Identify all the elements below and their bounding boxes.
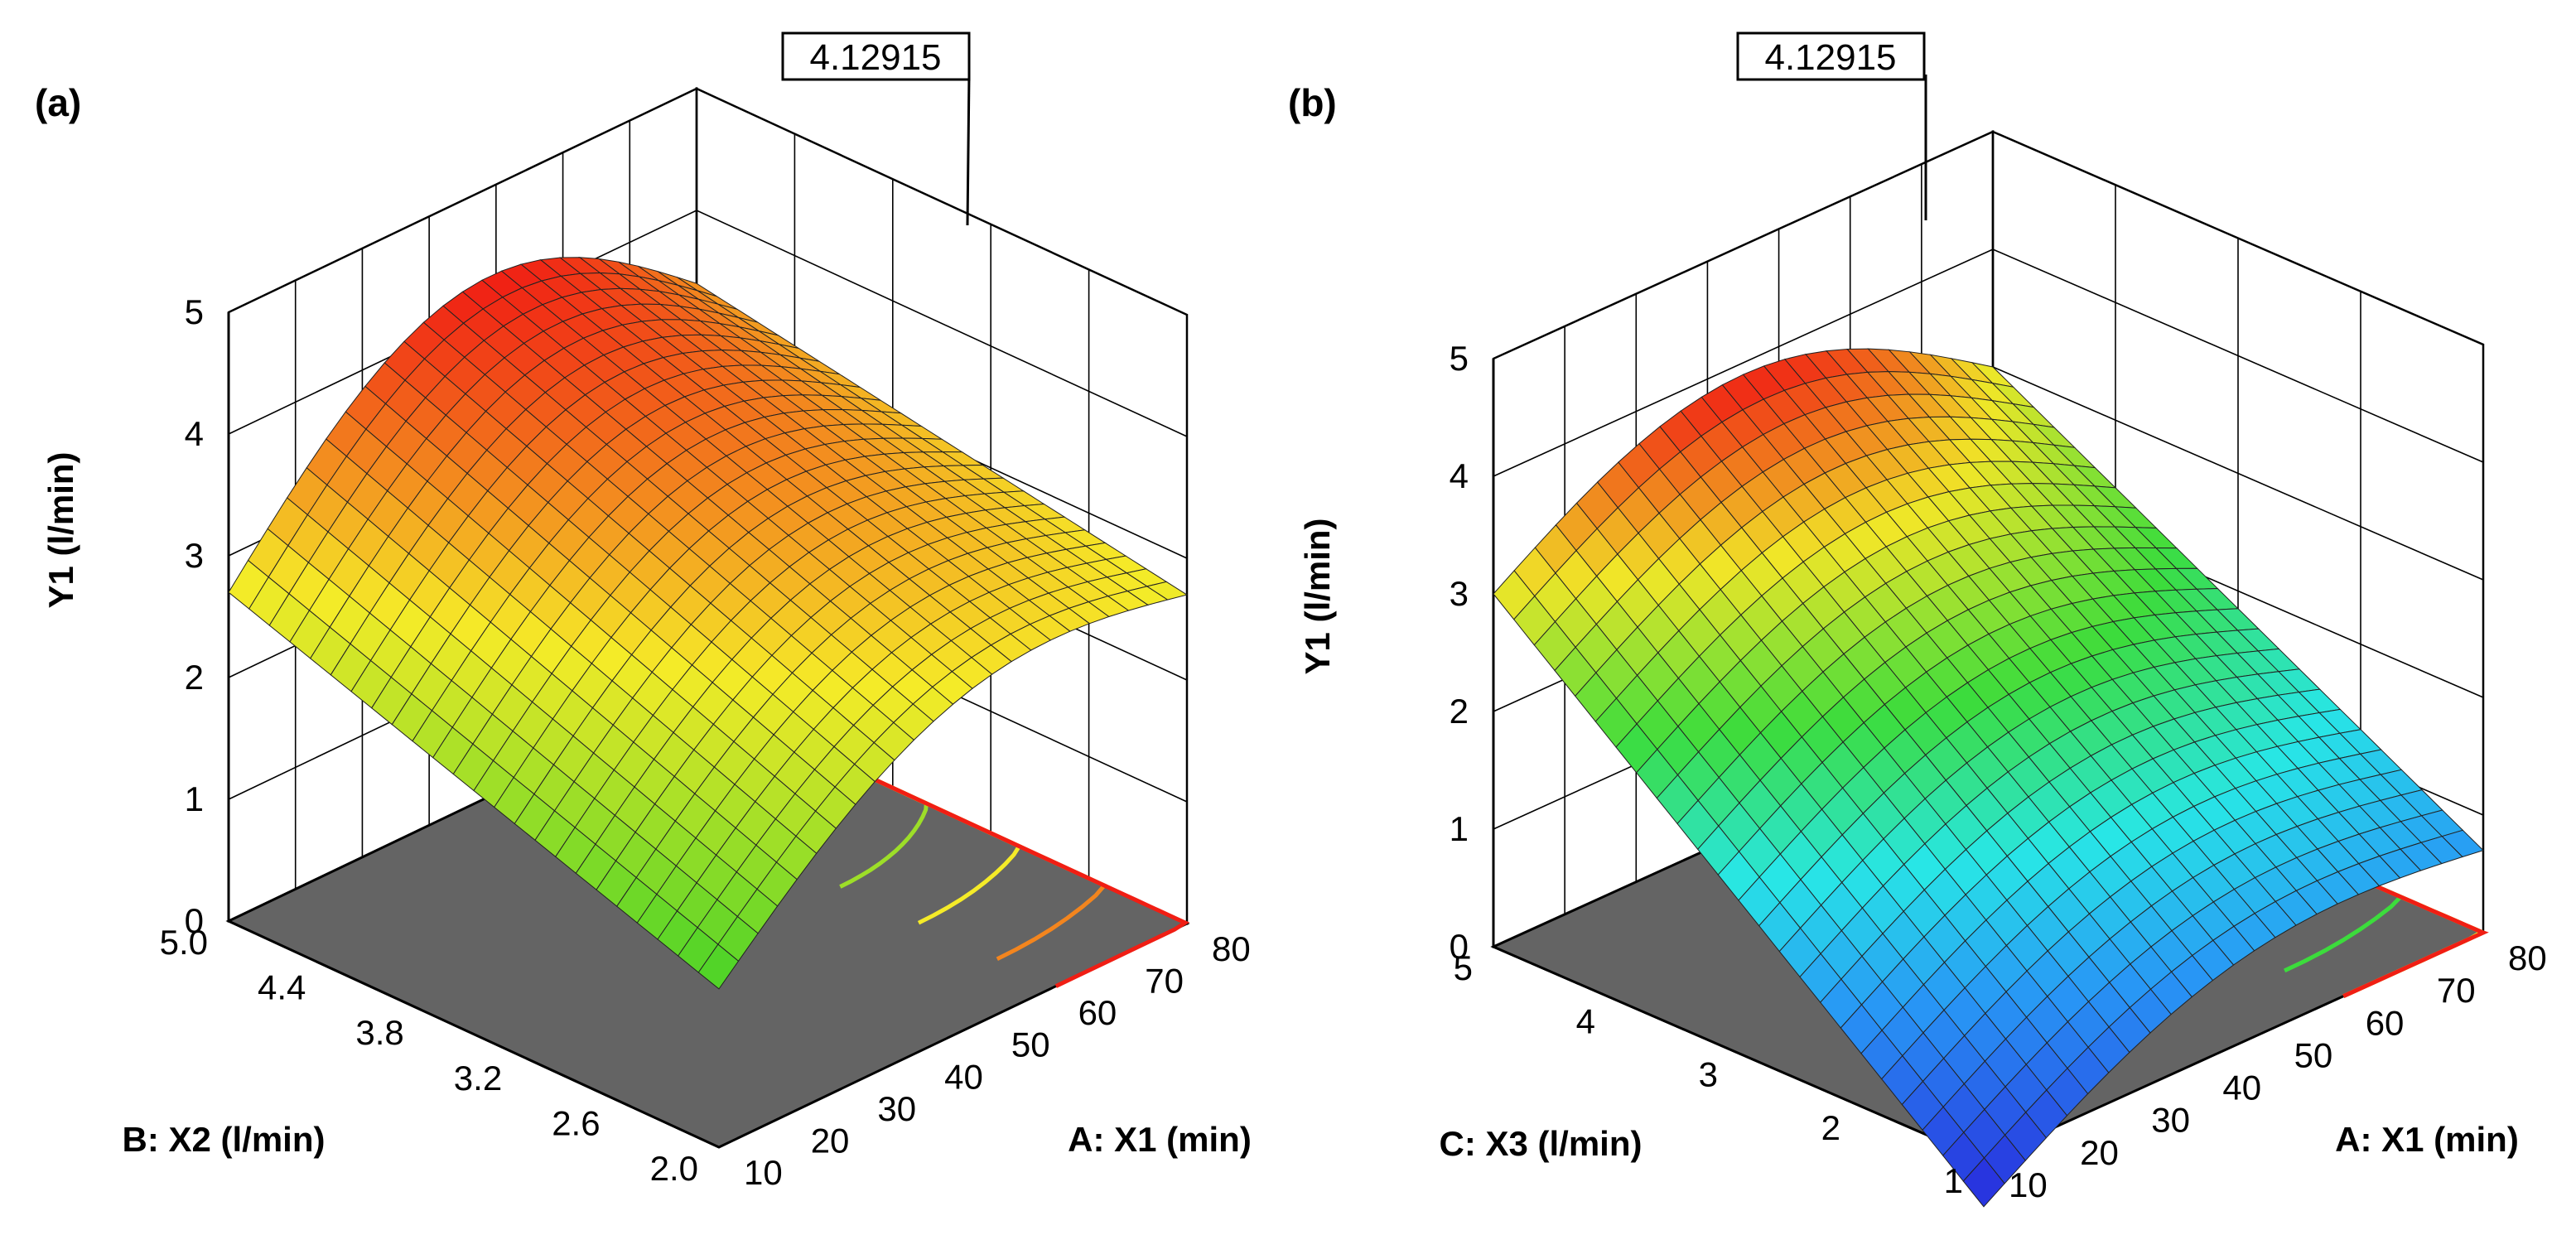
panel-b-y-tick-label: 2 (1821, 1108, 1840, 1147)
panel-a-y-tick-label: 3.8 (355, 1013, 403, 1052)
panel-b-z-axis-title: Y1 (l/min) (1298, 518, 1337, 674)
panel-a-z-tick-label: 0 (185, 901, 204, 940)
panel-b-x-tick-label: 80 (2508, 938, 2547, 977)
panel-b-x-tick-label: 30 (2151, 1101, 2190, 1140)
panel-b-y-tick-label: 5 (1454, 948, 1473, 987)
panel-a-y-tick-label: 4.4 (258, 968, 306, 1007)
panel-a-z-tick-label: 5 (185, 292, 204, 331)
panel-a-z-tick-label: 2 (185, 658, 204, 697)
panel-b-x-tick-label: 40 (2222, 1069, 2261, 1107)
panel-a-z-tick-label: 3 (185, 536, 204, 575)
panel-b-x-tick-label: 20 (2080, 1133, 2119, 1172)
panel-a-z-tick-label: 1 (185, 779, 204, 818)
panel-a-z-axis-title: Y1 (l/min) (41, 451, 80, 608)
panel-a-y-tick-label: 5.0 (160, 923, 208, 962)
panel-a-x-tick-label: 80 (1212, 929, 1251, 968)
panel-b-z-tick-label: 3 (1450, 574, 1469, 613)
panel-b-x-tick-label: 70 (2437, 971, 2476, 1010)
panel-a-annotation: 4.12915 (809, 37, 941, 78)
panel-b-label: (b) (1288, 81, 1337, 124)
panel-b-y-tick-label: 3 (1699, 1055, 1718, 1094)
panel-a-z-tick-label: 4 (185, 414, 204, 453)
panel-a-z-gridline (228, 88, 1188, 316)
panel-a-y-axis-title: B: X2 (l/min) (122, 1120, 325, 1159)
panel-a-y-tick-label: 2.0 (650, 1149, 698, 1188)
panel-a-x-tick-label: 50 (1011, 1025, 1050, 1064)
panel-a-y-tick-label: 2.6 (552, 1103, 600, 1142)
panel-a-label: (a) (35, 81, 81, 124)
panel-b-z-tick-label: 4 (1450, 456, 1469, 495)
panel-a-x-axis-title: A: X1 (min) (1068, 1120, 1252, 1159)
panel-b-annotation: 4.12915 (1764, 37, 1896, 78)
panel-a-contour (769, 729, 1190, 988)
panel-b-z-gridline (1493, 248, 2484, 477)
panel-a-x-tick-label: 10 (744, 1153, 783, 1192)
panel-b-y-tick-label: 1 (1944, 1161, 1963, 1200)
panel-a-chart: 0 1 2 3 4 5 10 20 30 40 50 60 70 80 2.0 2.6 3.2 3.8 4.4 5.0… (35, 31, 1252, 1192)
panel-b-z-tick-label: 0 (1450, 927, 1469, 966)
panel-b-x-tick-label: 50 (2294, 1035, 2333, 1074)
panel-a-x-tick-label: 70 (1145, 962, 1184, 1001)
panel-b-z-tick-label: 5 (1450, 339, 1469, 378)
panel-a-annotation-box (781, 31, 971, 81)
panel-b-y-axis-title: C: X3 (l/min) (1439, 1124, 1642, 1163)
panel-a-x-tick-label: 60 (1078, 993, 1117, 1032)
panel-b-annotation-box (1736, 31, 1926, 81)
panel-a-x-tick-label: 20 (811, 1121, 850, 1160)
panel-b-x-tick-label: 60 (2366, 1003, 2405, 1042)
panel-b-x-axis-title: A: X1 (min) (2335, 1120, 2519, 1159)
panel-a-x-tick-label: 30 (877, 1089, 916, 1128)
panel-b-z-tick-label: 1 (1450, 809, 1469, 848)
panel-b-z-gridline (1493, 131, 2484, 359)
panel-b-x-tick-label: 10 (2009, 1165, 2048, 1204)
panel-b-y-tick-label: 4 (1576, 1001, 1595, 1040)
panel-a-x-tick-label: 40 (944, 1057, 983, 1096)
panel-a-annotation-leader (966, 74, 971, 226)
panel-a-surface-patch (697, 943, 740, 990)
panel-b-chart: 0 1 2 3 4 5 10 20 30 40 50 60 70 80 1 2 3 4 5 (b) Y1 (l/mi… (1288, 31, 2547, 1208)
panel-a-y-tick-label: 3.2 (454, 1059, 502, 1098)
panel-b-z-tick-label: 2 (1450, 692, 1469, 731)
panel-b-surface-patch (1962, 1157, 2005, 1208)
panel-a-z-gridline (228, 210, 1188, 437)
